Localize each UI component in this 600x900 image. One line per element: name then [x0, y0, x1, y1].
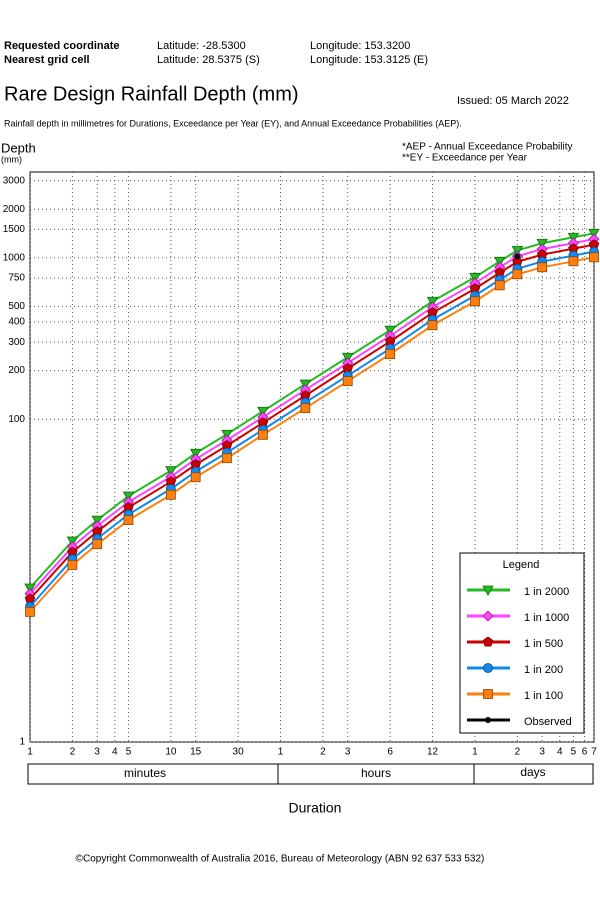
x-tick-label: 3 [539, 747, 545, 758]
y-tick-label: 1 [19, 737, 25, 748]
marker [482, 585, 494, 596]
marker [92, 539, 103, 550]
marker [165, 466, 177, 477]
x-tick-label: 3 [345, 747, 351, 758]
x-tick-label: 10 [165, 747, 177, 758]
title: Rare Design Rainfall Depth (mm) [4, 83, 299, 105]
x-tick-label: 1 [472, 747, 478, 758]
lines [24, 228, 600, 617]
y-tick-label: 1000 [3, 252, 26, 263]
group-label: minutes [124, 766, 166, 780]
copyright: ©Copyright Commonwealth of Australia 201… [76, 854, 485, 865]
marker [537, 262, 548, 273]
y-label-unit: (mm) [1, 154, 22, 164]
x-tick-label: 3 [94, 747, 100, 758]
marker [494, 280, 505, 291]
group-band [27, 763, 594, 785]
requested-lat: Latitude: -28.5300 [157, 40, 246, 52]
x-tick-label: 1 [27, 747, 33, 758]
x-tick-label: 2 [320, 747, 326, 758]
legend-label: 1 in 1000 [524, 612, 569, 624]
series-line [29, 243, 595, 600]
marker [568, 256, 579, 267]
x-tick-label: 7 [591, 747, 597, 758]
marker [165, 489, 176, 500]
legend-title: Legend [503, 559, 540, 571]
legend-label: 1 in 200 [524, 664, 563, 676]
requested-label: Requested coordinate [4, 40, 120, 52]
x-label: Duration [289, 800, 342, 816]
x-tick-label: 15 [190, 747, 202, 758]
marker [190, 472, 201, 483]
marker [123, 515, 134, 526]
x-tick-label: 4 [557, 747, 563, 758]
marker [258, 429, 268, 440]
marker [342, 376, 353, 387]
x-tick-label: 30 [233, 747, 245, 758]
nearest-lon: Longitude: 153.3125 (E) [310, 54, 428, 66]
marker [483, 689, 493, 699]
y-tick-label: 100 [8, 414, 25, 425]
x-tick-label: 6 [582, 747, 588, 758]
y-label: Depth [1, 140, 36, 155]
marker [25, 606, 35, 617]
marker [385, 349, 396, 360]
issued: Issued: 05 March 2022 [457, 95, 569, 107]
marker [482, 636, 494, 647]
y-tick-label: 400 [8, 317, 25, 328]
y-tick-label: 500 [8, 301, 25, 312]
group-label: days [520, 765, 545, 779]
x-tick-label: 6 [387, 747, 393, 758]
x-tick-label: 4 [112, 747, 118, 758]
marker [427, 320, 438, 331]
marker [470, 296, 480, 307]
marker [485, 717, 491, 723]
legend-label: 1 in 100 [524, 690, 563, 702]
series-line [29, 232, 595, 589]
x-tick-label: 5 [126, 747, 132, 758]
note: *AEP - Annual Exceedance Probability [402, 142, 572, 153]
marker [483, 663, 493, 673]
nearest-lat: Latitude: 28.5375 (S) [157, 54, 260, 66]
requested-lon: Longitude: 153.3200 [310, 40, 410, 52]
group-label: hours [361, 766, 391, 780]
y-tick-label: 3000 [3, 175, 26, 186]
marker [222, 453, 232, 464]
y-tick-label: 200 [8, 365, 25, 376]
marker [300, 403, 311, 414]
y-tick-label: 1500 [3, 224, 26, 235]
y-tick-label: 2000 [3, 204, 26, 215]
y-tick-label: 750 [8, 273, 25, 284]
legend-label: 1 in 2000 [524, 586, 569, 598]
marker [589, 252, 599, 263]
x-tick-label: 1 [278, 747, 284, 758]
x-tick-label: 2 [70, 747, 76, 758]
marker [514, 253, 521, 260]
legend-label: 1 in 500 [524, 638, 563, 650]
y-tick-label: 300 [8, 337, 25, 348]
x-tick-label: 2 [515, 747, 521, 758]
marker [67, 560, 78, 570]
subtitle: Rainfall depth in millimetres for Durati… [4, 118, 462, 128]
marker [482, 610, 494, 622]
x-tick-label: 5 [571, 747, 577, 758]
nearest-label: Nearest grid cell [4, 54, 90, 66]
marker [512, 269, 523, 280]
legend-label: Observed [524, 716, 572, 728]
x-tick-label: 12 [427, 747, 439, 758]
note: **EY - Exceedance per Year [402, 153, 528, 164]
